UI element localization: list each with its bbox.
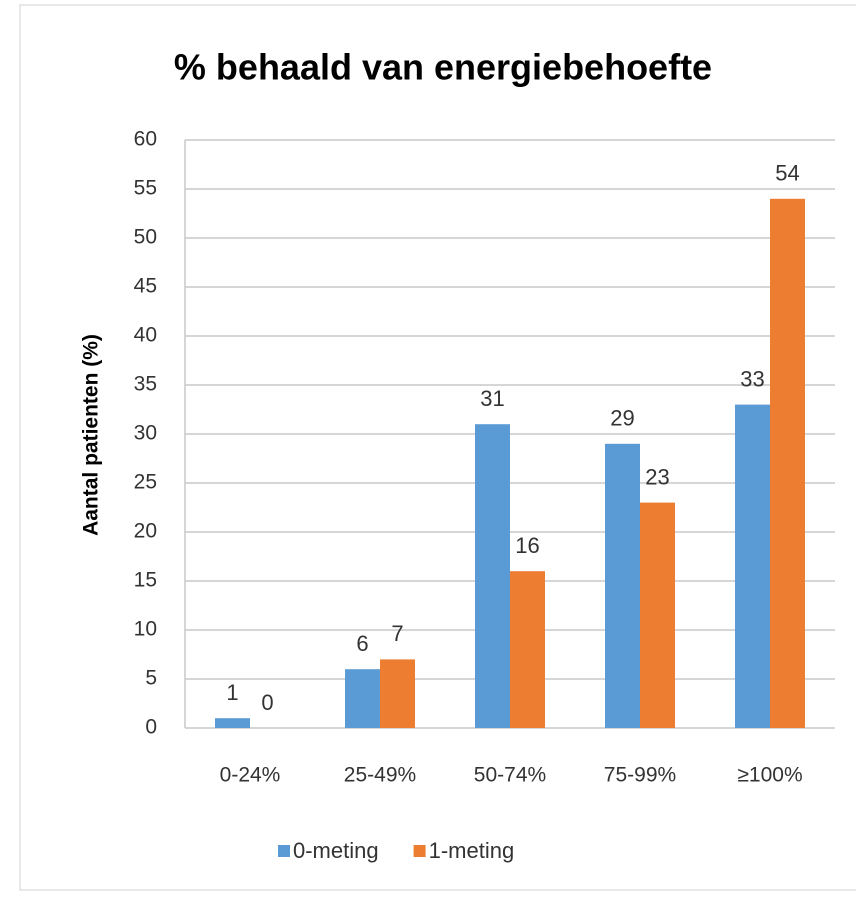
y-tick-label: 0	[145, 716, 157, 739]
value-label: 31	[480, 386, 504, 411]
bar	[380, 659, 415, 728]
y-tick-label: 10	[134, 618, 157, 641]
bar	[510, 571, 545, 728]
value-label: 0	[261, 690, 273, 715]
legend-label: 1-meting	[429, 838, 515, 863]
y-tick-label: 60	[134, 128, 157, 151]
value-label: 16	[515, 533, 539, 558]
value-label: 54	[775, 161, 799, 186]
y-tick-label: 40	[134, 324, 157, 347]
y-tick-label: 30	[134, 422, 157, 445]
bar	[345, 669, 380, 728]
value-label: 1	[226, 680, 238, 705]
y-tick-label: 15	[134, 569, 157, 592]
y-axis-label: Aantal patienten (%)	[80, 334, 103, 536]
bar	[770, 198, 805, 729]
x-tick-label: ≥100%	[737, 764, 802, 787]
legend-label: 0-meting	[293, 838, 379, 863]
x-tick-label: 75-99%	[604, 764, 676, 787]
value-label: 6	[356, 631, 368, 656]
y-tick-label: 25	[134, 471, 157, 494]
value-label: 33	[740, 366, 764, 391]
legend-swatch	[413, 845, 426, 857]
y-tick-label: 20	[134, 520, 157, 543]
value-label: 29	[610, 406, 634, 431]
x-tick-label: 0-24%	[220, 764, 281, 787]
x-tick-label: 25-49%	[344, 764, 416, 787]
y-tick-label: 50	[134, 226, 157, 249]
bar	[735, 404, 770, 728]
value-label: 23	[645, 464, 669, 489]
chart-frame	[19, 4, 856, 891]
bar	[475, 424, 510, 728]
value-label: 7	[391, 621, 403, 646]
bar	[640, 502, 675, 728]
y-tick-label: 5	[145, 667, 157, 690]
y-tick-label: 45	[134, 275, 157, 298]
y-tick-label: 35	[134, 373, 157, 396]
legend-swatch	[278, 845, 290, 857]
x-tick-label: 50-74%	[474, 764, 546, 787]
bar	[605, 443, 640, 728]
y-tick-label: 55	[134, 177, 157, 200]
bar	[215, 718, 250, 728]
chart-title: % behaald van energiebehoefte	[174, 47, 712, 88]
